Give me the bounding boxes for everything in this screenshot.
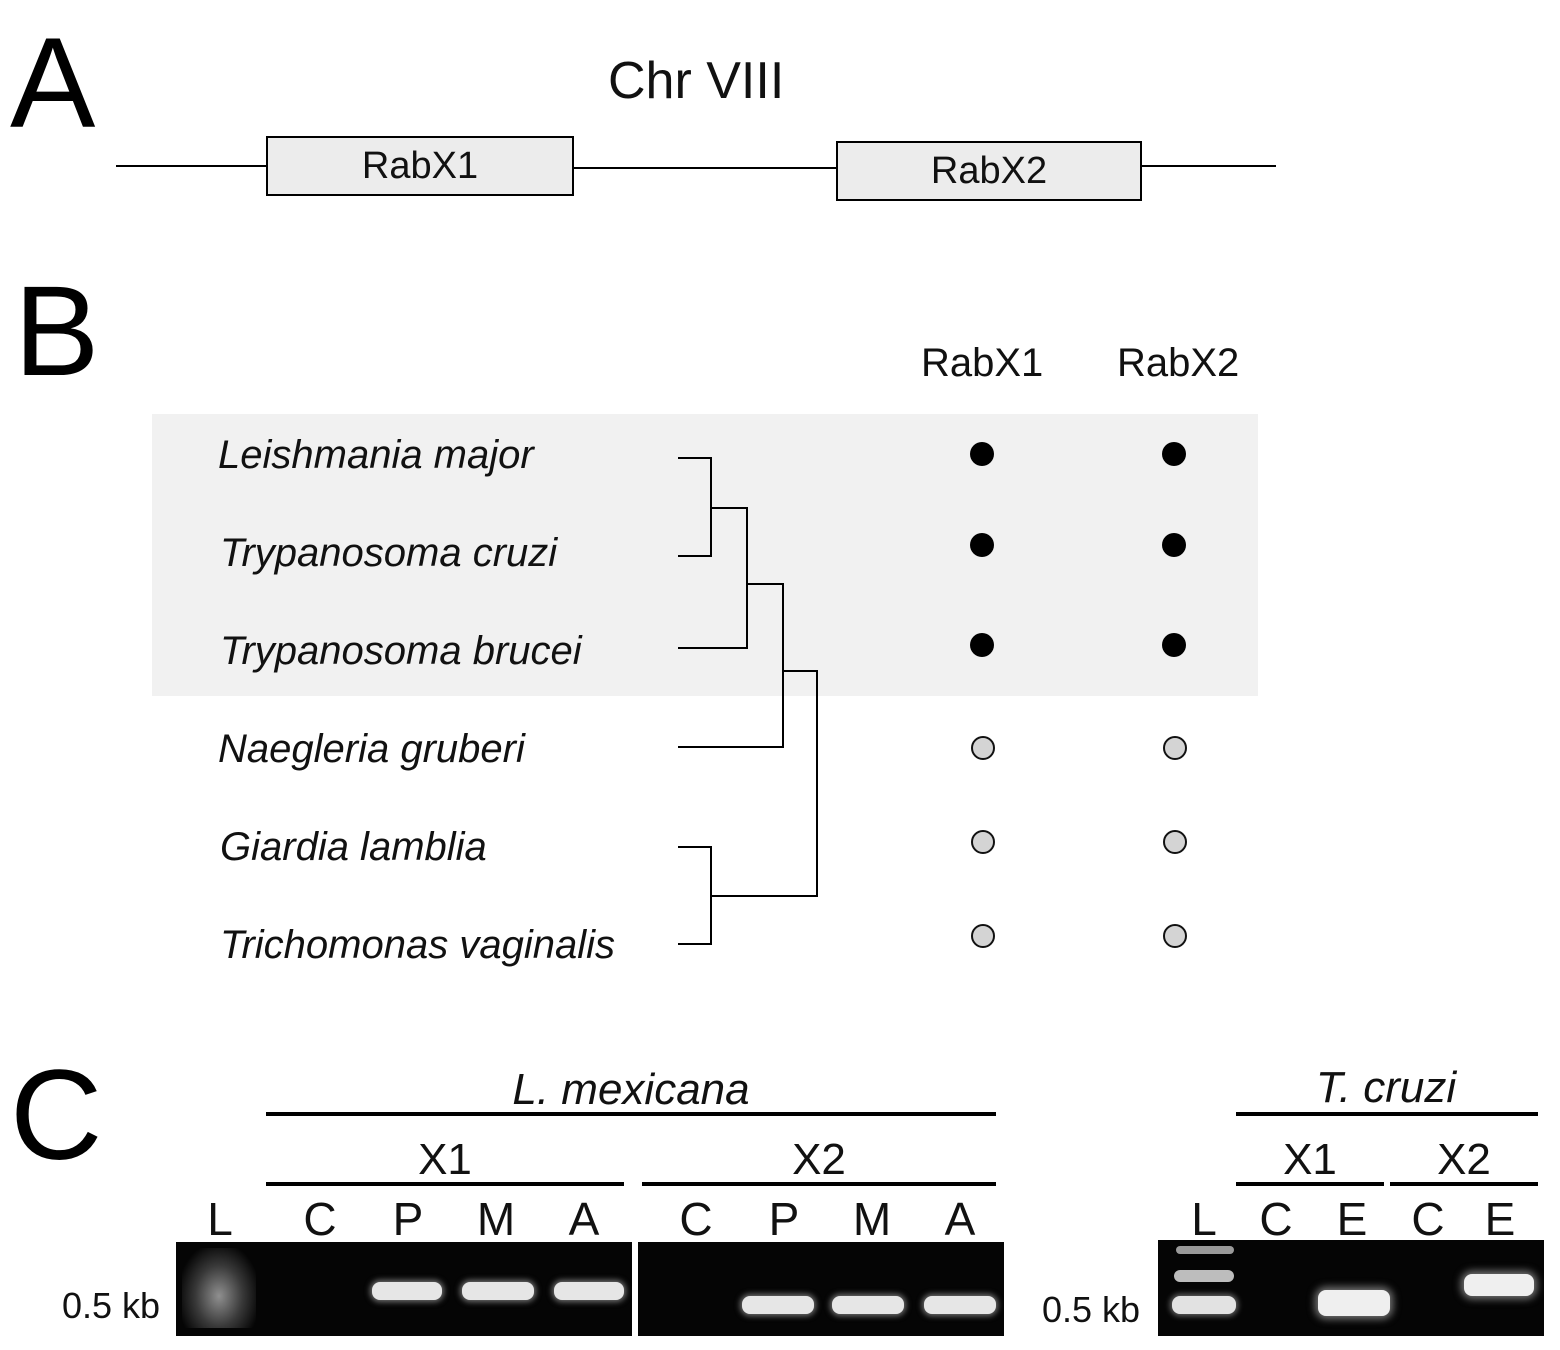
- lane-label: A: [944, 1193, 976, 1245]
- presence-dot-open: [971, 830, 995, 854]
- pcr-band: [1464, 1274, 1534, 1296]
- panel-c-label: C: [10, 1044, 103, 1187]
- group-bracket: [1390, 1182, 1538, 1186]
- species-name: Trypanosoma cruzi: [220, 531, 558, 575]
- group-bracket: [266, 1182, 624, 1186]
- lane-label: A: [568, 1193, 600, 1245]
- group-label-x2: X2: [1437, 1135, 1491, 1184]
- presence-dot-filled: [1162, 533, 1186, 557]
- presence-dot-open: [971, 924, 995, 948]
- lane-label: C: [1259, 1193, 1293, 1245]
- gene-box-rabx1: RabX1: [266, 136, 574, 196]
- lane-label: P: [768, 1193, 800, 1245]
- column-header-rabx2: RabX2: [1117, 341, 1240, 385]
- gel-image-x1: [176, 1242, 632, 1336]
- group-bracket: [642, 1182, 996, 1186]
- ladder-band: [1174, 1270, 1234, 1282]
- chromosome-label: Chr VIII: [608, 52, 785, 110]
- column-header-rabx1: RabX1: [921, 341, 1044, 385]
- gene-label-rabx2: RabX2: [930, 149, 1048, 192]
- organism-bracket: [266, 1112, 996, 1116]
- lane-label: C: [679, 1193, 713, 1245]
- presence-dot-filled: [1162, 442, 1186, 466]
- organism-bracket: [1236, 1112, 1538, 1116]
- group-label-x1: X1: [1283, 1135, 1337, 1184]
- ladder-band: [1176, 1246, 1234, 1254]
- pcr-band: [554, 1282, 624, 1300]
- presence-dot-open: [1163, 830, 1187, 854]
- size-marker-label: 0.5 kb: [1042, 1289, 1141, 1330]
- species-name: Leishmania major: [218, 433, 534, 477]
- pcr-band: [832, 1296, 904, 1314]
- pcr-band: [1318, 1290, 1390, 1316]
- gene-label-rabx1: RabX1: [361, 144, 479, 187]
- gene-box-rabx2: RabX2: [836, 141, 1142, 201]
- species-name: Trichomonas vaginalis: [220, 923, 615, 967]
- lane-label-ladder: L: [1191, 1193, 1217, 1245]
- presence-dot-filled: [970, 633, 994, 657]
- ladder-band: [1172, 1296, 1236, 1314]
- gel-image-x2: [638, 1242, 1004, 1336]
- organism-label-t-cruzi: T. cruzi: [1315, 1063, 1457, 1112]
- ladder-smear: [182, 1248, 256, 1328]
- panel-b-label: B: [14, 260, 100, 403]
- pcr-band: [462, 1282, 534, 1300]
- presence-dot-filled: [1162, 633, 1186, 657]
- species-name: Trypanosoma brucei: [220, 629, 582, 673]
- presence-dot-filled: [970, 442, 994, 466]
- lane-label: E: [1484, 1193, 1516, 1245]
- gel-image-t-cruzi: [1158, 1240, 1544, 1336]
- group-bracket: [1236, 1182, 1384, 1186]
- group-label-x2: X2: [792, 1135, 846, 1184]
- pcr-band: [924, 1296, 996, 1314]
- species-name: Giardia lamblia: [220, 825, 487, 869]
- organism-label-l-mexicana: L. mexicana: [512, 1065, 750, 1114]
- species-name: Naegleria gruberi: [218, 727, 525, 771]
- lane-label: C: [1411, 1193, 1445, 1245]
- pcr-band: [742, 1296, 814, 1314]
- lane-label: M: [476, 1193, 516, 1245]
- pcr-band: [372, 1282, 442, 1300]
- lane-label: M: [852, 1193, 892, 1245]
- group-label-x1: X1: [418, 1135, 472, 1184]
- lane-label: C: [303, 1193, 337, 1245]
- panel-a-label: A: [10, 12, 96, 155]
- presence-dot-open: [1163, 924, 1187, 948]
- presence-dot-filled: [970, 533, 994, 557]
- lane-label-ladder: L: [207, 1193, 233, 1245]
- lane-label: E: [1336, 1193, 1368, 1245]
- presence-dot-open: [971, 736, 995, 760]
- lane-label: P: [392, 1193, 424, 1245]
- size-marker-label: 0.5 kb: [62, 1285, 161, 1326]
- presence-dot-open: [1163, 736, 1187, 760]
